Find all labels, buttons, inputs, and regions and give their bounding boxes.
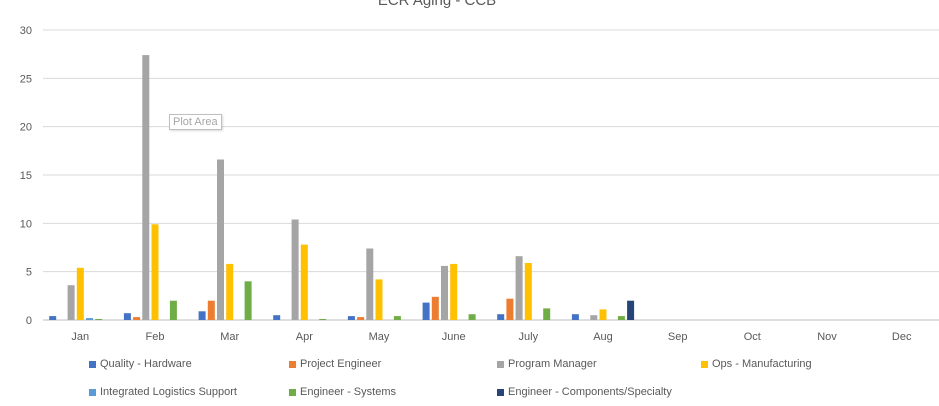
x-tick-label: Dec (892, 331, 912, 343)
bar[interactable] (506, 298, 514, 320)
legend: Quality - Hardware Project Engineer Progra… (0, 352, 939, 406)
bar[interactable] (450, 263, 458, 320)
bar[interactable] (291, 219, 299, 321)
bar[interactable] (468, 314, 476, 320)
legend-item[interactable]: Integrated Logistics Support (89, 386, 237, 398)
y-tick-label: 10 (20, 218, 32, 230)
bar[interactable] (133, 317, 141, 320)
bar[interactable] (431, 296, 439, 320)
legend-swatch (497, 360, 504, 368)
legend-label: Ops - Manufacturing (712, 358, 812, 370)
bars (49, 55, 635, 321)
bar[interactable] (226, 263, 234, 320)
bar[interactable] (207, 300, 215, 320)
y-tick-label: 20 (20, 122, 32, 134)
bar[interactable] (366, 248, 374, 321)
bar[interactable] (590, 315, 598, 320)
legend-label: Quality - Hardware (100, 358, 192, 370)
y-axis-ticks: 0 5 10 15 20 25 30 (20, 25, 32, 327)
legend-label: Engineer - Systems (300, 386, 396, 398)
legend-item[interactable]: Engineer - Systems (289, 386, 396, 398)
bar[interactable] (599, 309, 607, 320)
bar[interactable] (543, 308, 551, 320)
legend-item[interactable]: Engineer - Components/Specialty (497, 386, 672, 398)
gridlines (43, 29, 939, 321)
y-tick-label: 30 (20, 25, 32, 37)
x-tick-label: June (442, 331, 466, 343)
y-tick-label: 0 (26, 315, 32, 327)
bar[interactable] (95, 319, 103, 320)
legend-swatch (89, 360, 96, 368)
y-tick-label: 25 (20, 73, 32, 85)
bar[interactable] (515, 256, 523, 320)
bar[interactable] (76, 267, 84, 320)
x-tick-label: Aug (593, 331, 613, 343)
x-axis-ticks: Jan Feb Mar Apr May June July Aug Sep Oct Nov Dec (71, 331, 912, 343)
bar[interactable] (319, 319, 327, 320)
bar[interactable] (151, 224, 159, 320)
legend-label: Engineer - Components/Specialty (508, 386, 672, 398)
x-tick-label: Mar (220, 331, 239, 343)
legend-label: Program Manager (508, 358, 597, 370)
x-tick-label: Sep (668, 331, 688, 343)
bar[interactable] (244, 281, 252, 320)
plot-area-tooltip: Plot Area (169, 114, 222, 130)
chart-title: ECR Aging - CCB (378, 0, 496, 9)
x-tick-label: July (519, 331, 539, 343)
legend-label: Integrated Logistics Support (100, 386, 237, 398)
bar[interactable] (49, 316, 57, 320)
bar[interactable] (422, 302, 430, 320)
bar[interactable] (617, 316, 625, 320)
y-tick-label: 15 (20, 170, 32, 182)
legend-swatch (289, 360, 296, 368)
legend-item[interactable]: Ops - Manufacturing (701, 358, 812, 370)
legend-label: Project Engineer (300, 358, 382, 370)
legend-swatch (497, 388, 504, 396)
bar[interactable] (571, 314, 579, 320)
bar[interactable] (357, 317, 365, 320)
bar[interactable] (198, 311, 206, 320)
bar[interactable] (67, 285, 75, 320)
bar[interactable] (123, 313, 131, 320)
bar[interactable] (393, 316, 401, 320)
bar[interactable] (169, 300, 177, 320)
legend-item[interactable]: Project Engineer (289, 358, 381, 370)
bar[interactable] (627, 300, 635, 320)
x-tick-label: Nov (817, 331, 837, 343)
bar[interactable] (217, 159, 224, 321)
x-tick-label: Feb (146, 331, 165, 343)
bar[interactable] (273, 315, 281, 320)
bar[interactable] (300, 244, 308, 320)
x-tick-label: Oct (744, 331, 761, 343)
bar[interactable] (86, 318, 93, 320)
x-tick-label: May (369, 331, 390, 343)
legend-item[interactable]: Program Manager (497, 358, 597, 370)
legend-item[interactable]: Quality - Hardware (89, 358, 192, 370)
chart-canvas: ECR Aging - CCB 0 5 10 15 20 25 30 Jan Feb Mar Ap… (20, 0, 939, 343)
legend-swatch (701, 360, 708, 368)
y-tick-label: 5 (26, 267, 32, 279)
legend-swatch (289, 388, 296, 396)
bar[interactable] (441, 265, 448, 320)
x-tick-label: Jan (71, 331, 89, 343)
x-tick-label: Apr (296, 331, 313, 343)
bar[interactable] (524, 263, 532, 320)
bar[interactable] (142, 55, 150, 320)
bar[interactable] (375, 279, 383, 320)
bar[interactable] (497, 314, 505, 320)
bar[interactable] (347, 316, 355, 320)
legend-swatch (89, 388, 96, 396)
